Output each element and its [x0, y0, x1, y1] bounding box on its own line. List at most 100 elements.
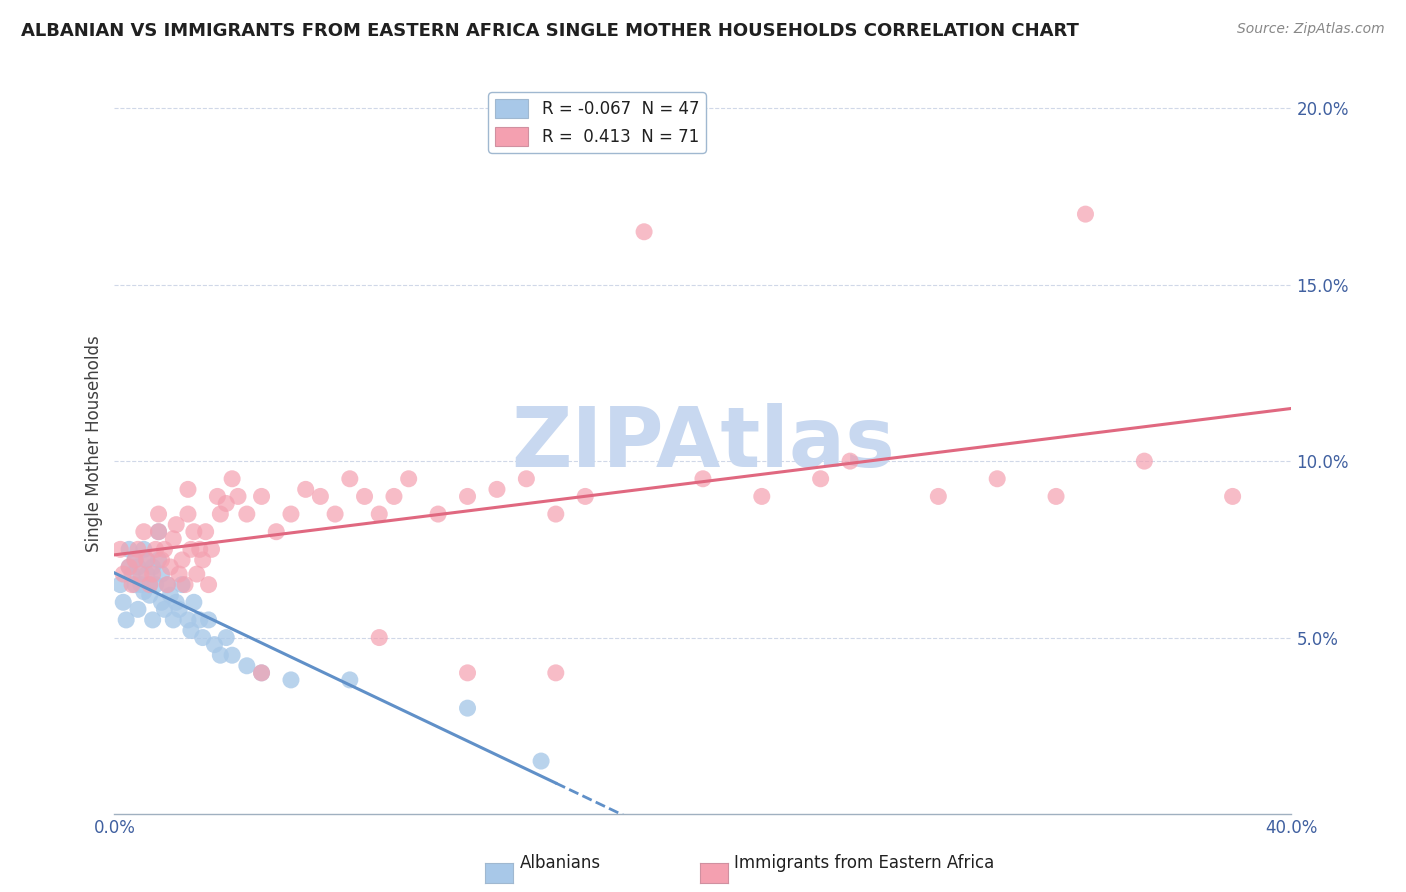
Point: [135, 553, 157, 567]
Point: [148, 553, 170, 567]
Point: [810, 472, 832, 486]
Point: [156, 577, 179, 591]
Point: [118, 542, 141, 557]
Point: [530, 754, 553, 768]
Point: [221, 472, 243, 486]
Point: [142, 560, 165, 574]
Point: [148, 524, 170, 539]
Point: [194, 524, 217, 539]
Point: [121, 567, 143, 582]
Point: [236, 507, 259, 521]
Point: [127, 542, 149, 557]
Point: [398, 472, 420, 486]
Point: [112, 595, 135, 609]
Point: [191, 553, 214, 567]
Text: ALBANIAN VS IMMIGRANTS FROM EASTERN AFRICA SINGLE MOTHER HOUSEHOLDS CORRELATION : ALBANIAN VS IMMIGRANTS FROM EASTERN AFRI…: [21, 22, 1078, 40]
Point: [132, 542, 155, 557]
Point: [177, 613, 200, 627]
Point: [148, 524, 170, 539]
Point: [485, 483, 508, 497]
Text: Immigrants from Eastern Africa: Immigrants from Eastern Africa: [734, 855, 994, 872]
Point: [156, 577, 179, 591]
Point: [457, 701, 479, 715]
Point: [159, 588, 181, 602]
Point: [323, 507, 346, 521]
Point: [250, 665, 273, 680]
Point: [221, 648, 243, 663]
Point: [339, 673, 361, 687]
Point: [132, 584, 155, 599]
Point: [457, 490, 479, 504]
Legend: R = -0.067  N = 47, R =  0.413  N = 71: R = -0.067 N = 47, R = 0.413 N = 71: [488, 93, 706, 153]
Point: [165, 517, 187, 532]
Point: [167, 567, 190, 582]
Point: [145, 577, 167, 591]
Point: [186, 567, 208, 582]
Point: [839, 454, 862, 468]
Point: [197, 577, 219, 591]
Point: [574, 490, 596, 504]
Point: [1074, 207, 1097, 221]
Point: [309, 490, 332, 504]
Point: [153, 542, 176, 557]
Point: [118, 560, 141, 574]
Point: [204, 638, 226, 652]
Point: [515, 472, 537, 486]
Point: [280, 673, 302, 687]
Point: [200, 542, 222, 557]
Point: [633, 225, 655, 239]
Point: [129, 577, 152, 591]
Point: [215, 496, 238, 510]
Point: [457, 665, 479, 680]
Point: [138, 577, 160, 591]
Point: [138, 588, 160, 602]
Point: [927, 490, 949, 504]
Point: [159, 560, 181, 574]
Point: [165, 595, 187, 609]
Point: [127, 602, 149, 616]
Point: [183, 524, 205, 539]
Point: [124, 553, 146, 567]
Point: [191, 631, 214, 645]
Point: [148, 507, 170, 521]
Point: [197, 613, 219, 627]
Point: [115, 613, 138, 627]
Point: [177, 507, 200, 521]
Point: [142, 567, 165, 582]
Point: [124, 553, 146, 567]
Y-axis label: Single Mother Households: Single Mother Households: [86, 335, 103, 552]
Point: [110, 577, 132, 591]
Point: [209, 648, 232, 663]
Point: [692, 472, 714, 486]
Point: [172, 553, 194, 567]
Point: [127, 560, 149, 574]
Point: [280, 507, 302, 521]
Point: [207, 490, 229, 504]
Point: [162, 532, 184, 546]
Point: [167, 602, 190, 616]
Point: [129, 567, 152, 582]
Point: [135, 567, 157, 582]
Text: ZIPAtlas: ZIPAtlas: [510, 403, 894, 484]
Point: [150, 567, 173, 582]
Point: [226, 490, 249, 504]
Point: [118, 560, 141, 574]
Point: [368, 507, 391, 521]
Point: [121, 577, 143, 591]
Point: [145, 542, 167, 557]
Point: [138, 577, 160, 591]
Point: [150, 595, 173, 609]
Point: [180, 542, 202, 557]
Point: [1133, 454, 1156, 468]
Point: [172, 577, 194, 591]
Point: [142, 613, 165, 627]
Point: [188, 542, 211, 557]
Point: [124, 577, 146, 591]
Point: [174, 577, 197, 591]
Point: [368, 631, 391, 645]
Point: [162, 613, 184, 627]
Point: [236, 658, 259, 673]
Point: [250, 665, 273, 680]
Point: [1222, 490, 1244, 504]
Point: [177, 483, 200, 497]
